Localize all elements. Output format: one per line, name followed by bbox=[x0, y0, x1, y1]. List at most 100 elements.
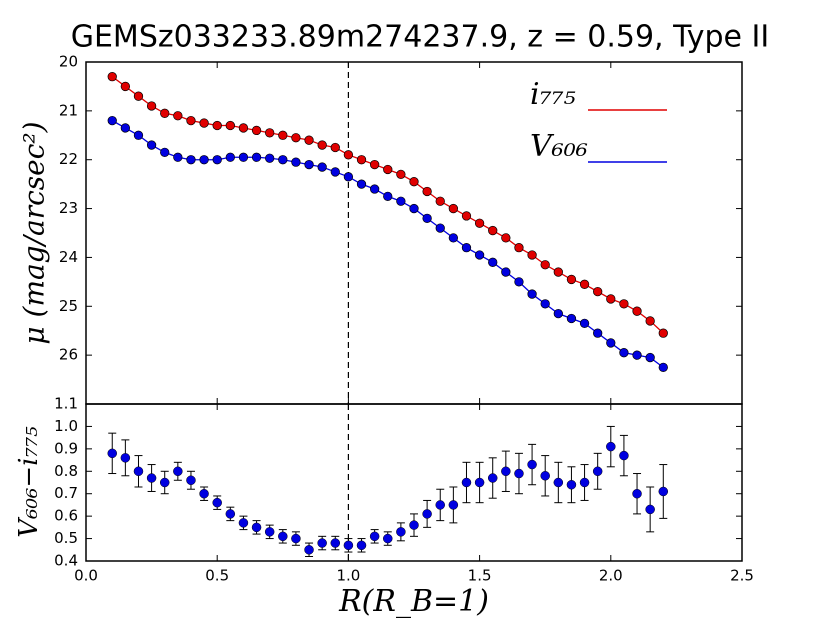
data-point bbox=[514, 243, 524, 253]
data-point bbox=[107, 115, 117, 126]
data-point bbox=[133, 91, 144, 101]
data-point bbox=[186, 115, 196, 126]
y-tick-label: 0.7 bbox=[54, 484, 78, 502]
data-point bbox=[186, 475, 196, 486]
data-point bbox=[422, 509, 432, 519]
data-point bbox=[264, 527, 275, 537]
data-point bbox=[133, 130, 144, 140]
data-point bbox=[225, 152, 235, 162]
data-point bbox=[146, 473, 157, 483]
data-point bbox=[514, 277, 524, 287]
data-point bbox=[474, 218, 485, 228]
data-point bbox=[606, 338, 616, 348]
y-tick-label: 24 bbox=[59, 248, 78, 266]
data-point bbox=[251, 125, 262, 136]
series-line bbox=[111, 76, 664, 334]
y-tick-label: 26 bbox=[59, 346, 78, 364]
data-point bbox=[553, 308, 563, 319]
data-point bbox=[186, 155, 196, 165]
data-point bbox=[579, 279, 590, 289]
data-point bbox=[435, 223, 445, 233]
x-tick-label: 0.5 bbox=[205, 567, 229, 585]
data-point bbox=[120, 123, 131, 133]
y-tick-label: 0.8 bbox=[54, 462, 78, 480]
data-point bbox=[593, 328, 603, 338]
data-point bbox=[658, 328, 668, 338]
data-point bbox=[383, 164, 393, 175]
data-point bbox=[356, 155, 367, 165]
data-point bbox=[527, 459, 537, 470]
legend-label: V₆₀₆ bbox=[530, 129, 588, 164]
data-point bbox=[606, 294, 616, 304]
data-point bbox=[278, 130, 288, 140]
data-point bbox=[501, 233, 511, 243]
x-tick-label: 1.5 bbox=[468, 567, 492, 585]
data-point bbox=[461, 243, 472, 253]
data-point bbox=[448, 203, 459, 214]
data-point bbox=[133, 466, 144, 477]
y-tick-label: 1.1 bbox=[54, 395, 78, 413]
x-tick-label: 2.0 bbox=[599, 567, 623, 585]
data-point bbox=[146, 101, 157, 111]
data-point bbox=[330, 167, 340, 177]
data-point bbox=[343, 540, 354, 551]
data-point bbox=[343, 150, 354, 160]
x-axis-label: R(R_B=1) bbox=[338, 584, 489, 619]
data-point bbox=[658, 362, 668, 373]
data-point bbox=[448, 233, 459, 243]
data-point bbox=[566, 479, 577, 490]
data-point bbox=[173, 466, 183, 477]
y-tick-label: 20 bbox=[59, 53, 78, 71]
data-point bbox=[251, 152, 262, 162]
x-tick-label: 0.0 bbox=[74, 567, 98, 585]
data-point bbox=[396, 196, 406, 206]
data-point bbox=[291, 533, 301, 544]
x-tick-label: 1.0 bbox=[336, 567, 360, 585]
data-point bbox=[409, 177, 419, 187]
data-point bbox=[120, 81, 131, 92]
data-point bbox=[278, 531, 288, 542]
y-tick-label: 22 bbox=[59, 150, 78, 168]
data-point bbox=[645, 352, 655, 363]
legend-label: i₇₇₅ bbox=[530, 77, 576, 112]
y-tick-label: 0.9 bbox=[54, 439, 78, 457]
data-point bbox=[251, 522, 262, 533]
data-point bbox=[317, 538, 327, 548]
data-point bbox=[238, 152, 249, 162]
chart-title: GEMSz033233.89m274237.9, z = 0.59, Type … bbox=[71, 20, 770, 55]
data-point bbox=[369, 159, 380, 170]
plot-frame bbox=[85, 61, 743, 405]
data-point bbox=[212, 120, 222, 131]
data-point bbox=[238, 123, 249, 133]
data-point bbox=[304, 545, 314, 555]
data-point bbox=[461, 477, 472, 488]
data-point bbox=[225, 120, 235, 131]
data-point bbox=[383, 533, 393, 544]
plot-frame bbox=[85, 403, 743, 562]
data-point bbox=[619, 299, 629, 309]
data-point bbox=[606, 441, 616, 452]
data-point bbox=[225, 509, 236, 519]
data-point bbox=[369, 184, 380, 194]
data-point bbox=[566, 274, 577, 285]
data-point bbox=[422, 213, 432, 223]
data-point bbox=[396, 527, 406, 537]
data-point bbox=[487, 473, 498, 483]
data-point bbox=[356, 540, 367, 551]
data-point bbox=[527, 250, 537, 260]
data-point bbox=[422, 186, 432, 197]
data-point bbox=[396, 169, 406, 180]
data-point bbox=[579, 477, 590, 488]
data-point bbox=[330, 142, 340, 153]
y-tick-label: 1.0 bbox=[54, 417, 78, 435]
data-point bbox=[159, 477, 170, 488]
data-point bbox=[265, 153, 275, 163]
data-point bbox=[369, 531, 380, 542]
data-point bbox=[160, 147, 170, 158]
data-point bbox=[304, 135, 314, 145]
data-point bbox=[474, 250, 485, 260]
data-point bbox=[291, 157, 301, 167]
data-point bbox=[592, 466, 603, 477]
data-point bbox=[291, 133, 301, 143]
